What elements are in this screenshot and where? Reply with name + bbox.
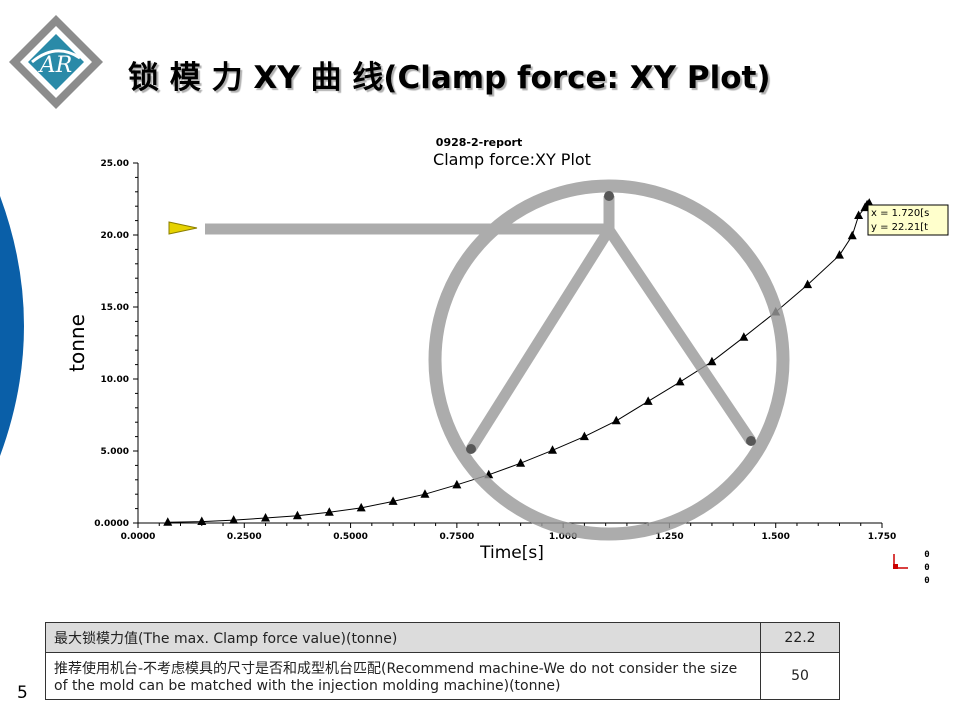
watermark-dot-top — [604, 191, 614, 201]
x-tick-label: 0.5000 — [333, 532, 368, 542]
data-point — [854, 210, 864, 220]
axis-corner-value: 0 — [924, 563, 930, 573]
y-axis-label: tonne — [65, 314, 89, 372]
x-tick-label: 1.000 — [549, 532, 577, 542]
data-point — [803, 279, 813, 289]
row-label: 最大锁模力值(The max. Clamp force value)(tonne… — [45, 622, 761, 653]
watermark-right-leg — [604, 226, 756, 445]
data-point — [834, 250, 844, 259]
y-tick-label: 10.00 — [101, 375, 129, 385]
slide-title: 锁 模 力 XY 曲 线(Clamp force: XY Plot) — [128, 60, 771, 96]
y-tick-label: 15.00 — [101, 303, 129, 313]
y-tick-label: 25.00 — [101, 159, 129, 169]
x-tick-label: 0.2500 — [227, 532, 262, 542]
watermark-ring — [428, 179, 790, 541]
y-tick-label: 5.000 — [101, 447, 129, 457]
pointer-marker — [168, 221, 198, 235]
x-tick-label: 0.0000 — [121, 532, 156, 542]
data-point — [548, 445, 558, 454]
y-tick-label: 0.0000 — [94, 519, 129, 529]
x-tick-label: 0.7500 — [439, 532, 474, 542]
axis-corner-value: 0 — [924, 550, 930, 560]
logo-text: AR — [38, 53, 72, 78]
annotation-box — [867, 204, 949, 236]
data-point — [261, 512, 271, 522]
chart-title: Clamp force:XY Plot — [433, 150, 591, 169]
x-axis-label: Time[s] — [479, 543, 544, 563]
row-label: 推荐使用机台-不考虑模具的尺寸是否和成型机台匹配(Recommend machi… — [45, 652, 761, 700]
data-point — [611, 415, 621, 425]
data-point — [675, 376, 685, 386]
data-point — [739, 332, 749, 341]
data-point — [324, 507, 334, 516]
chart-subtitle: 0928-2-report — [436, 136, 522, 149]
data-point — [847, 230, 857, 240]
row-value: 50 — [760, 652, 840, 700]
watermark-dot-right — [746, 436, 756, 446]
watermark-left-leg — [466, 227, 614, 452]
y-tick-label: 20.00 — [101, 231, 129, 241]
x-tick-label: 1.750 — [868, 532, 896, 542]
data-point — [643, 396, 653, 405]
data-point — [197, 516, 207, 526]
data-point — [163, 517, 173, 526]
watermark-dot-left — [466, 444, 476, 454]
series-line — [167, 202, 870, 523]
data-point — [292, 510, 302, 520]
axis-orientation-icon — [893, 554, 908, 569]
data-point — [356, 502, 366, 512]
page-number: 5 — [17, 683, 28, 703]
data-point — [452, 479, 462, 489]
axis-corner-value: 0 — [924, 576, 930, 586]
data-annotation: x = 1.720[s y = 22.21[t — [867, 204, 949, 236]
table-row: 推荐使用机台-不考虑模具的尺寸是否和成型机台匹配(Recommend machi… — [45, 652, 840, 700]
data-point — [229, 515, 239, 524]
data-point — [579, 431, 589, 441]
watermark — [205, 179, 790, 541]
axis-corner-readout: 0 0 0 — [922, 549, 932, 588]
data-point — [388, 496, 398, 505]
clamp-force-chart: 0928-2-report Clamp force:XY Plot tonne … — [65, 136, 949, 563]
company-logo: AR — [9, 15, 103, 109]
data-point — [707, 356, 717, 366]
summary-table: 最大锁模力值(The max. Clamp force value)(tonne… — [45, 622, 840, 700]
data-point — [516, 458, 526, 467]
table-row: 最大锁模力值(The max. Clamp force value)(tonne… — [45, 622, 840, 653]
data-point — [420, 489, 430, 498]
blue-arc-decoration — [0, 196, 24, 456]
row-value: 22.2 — [760, 622, 840, 653]
annotation-y: y = 22.21[t — [871, 222, 928, 233]
x-tick-label: 1.500 — [761, 532, 789, 542]
x-tick-label: 1.250 — [655, 532, 683, 542]
annotation-x: x = 1.720[s — [871, 208, 929, 219]
